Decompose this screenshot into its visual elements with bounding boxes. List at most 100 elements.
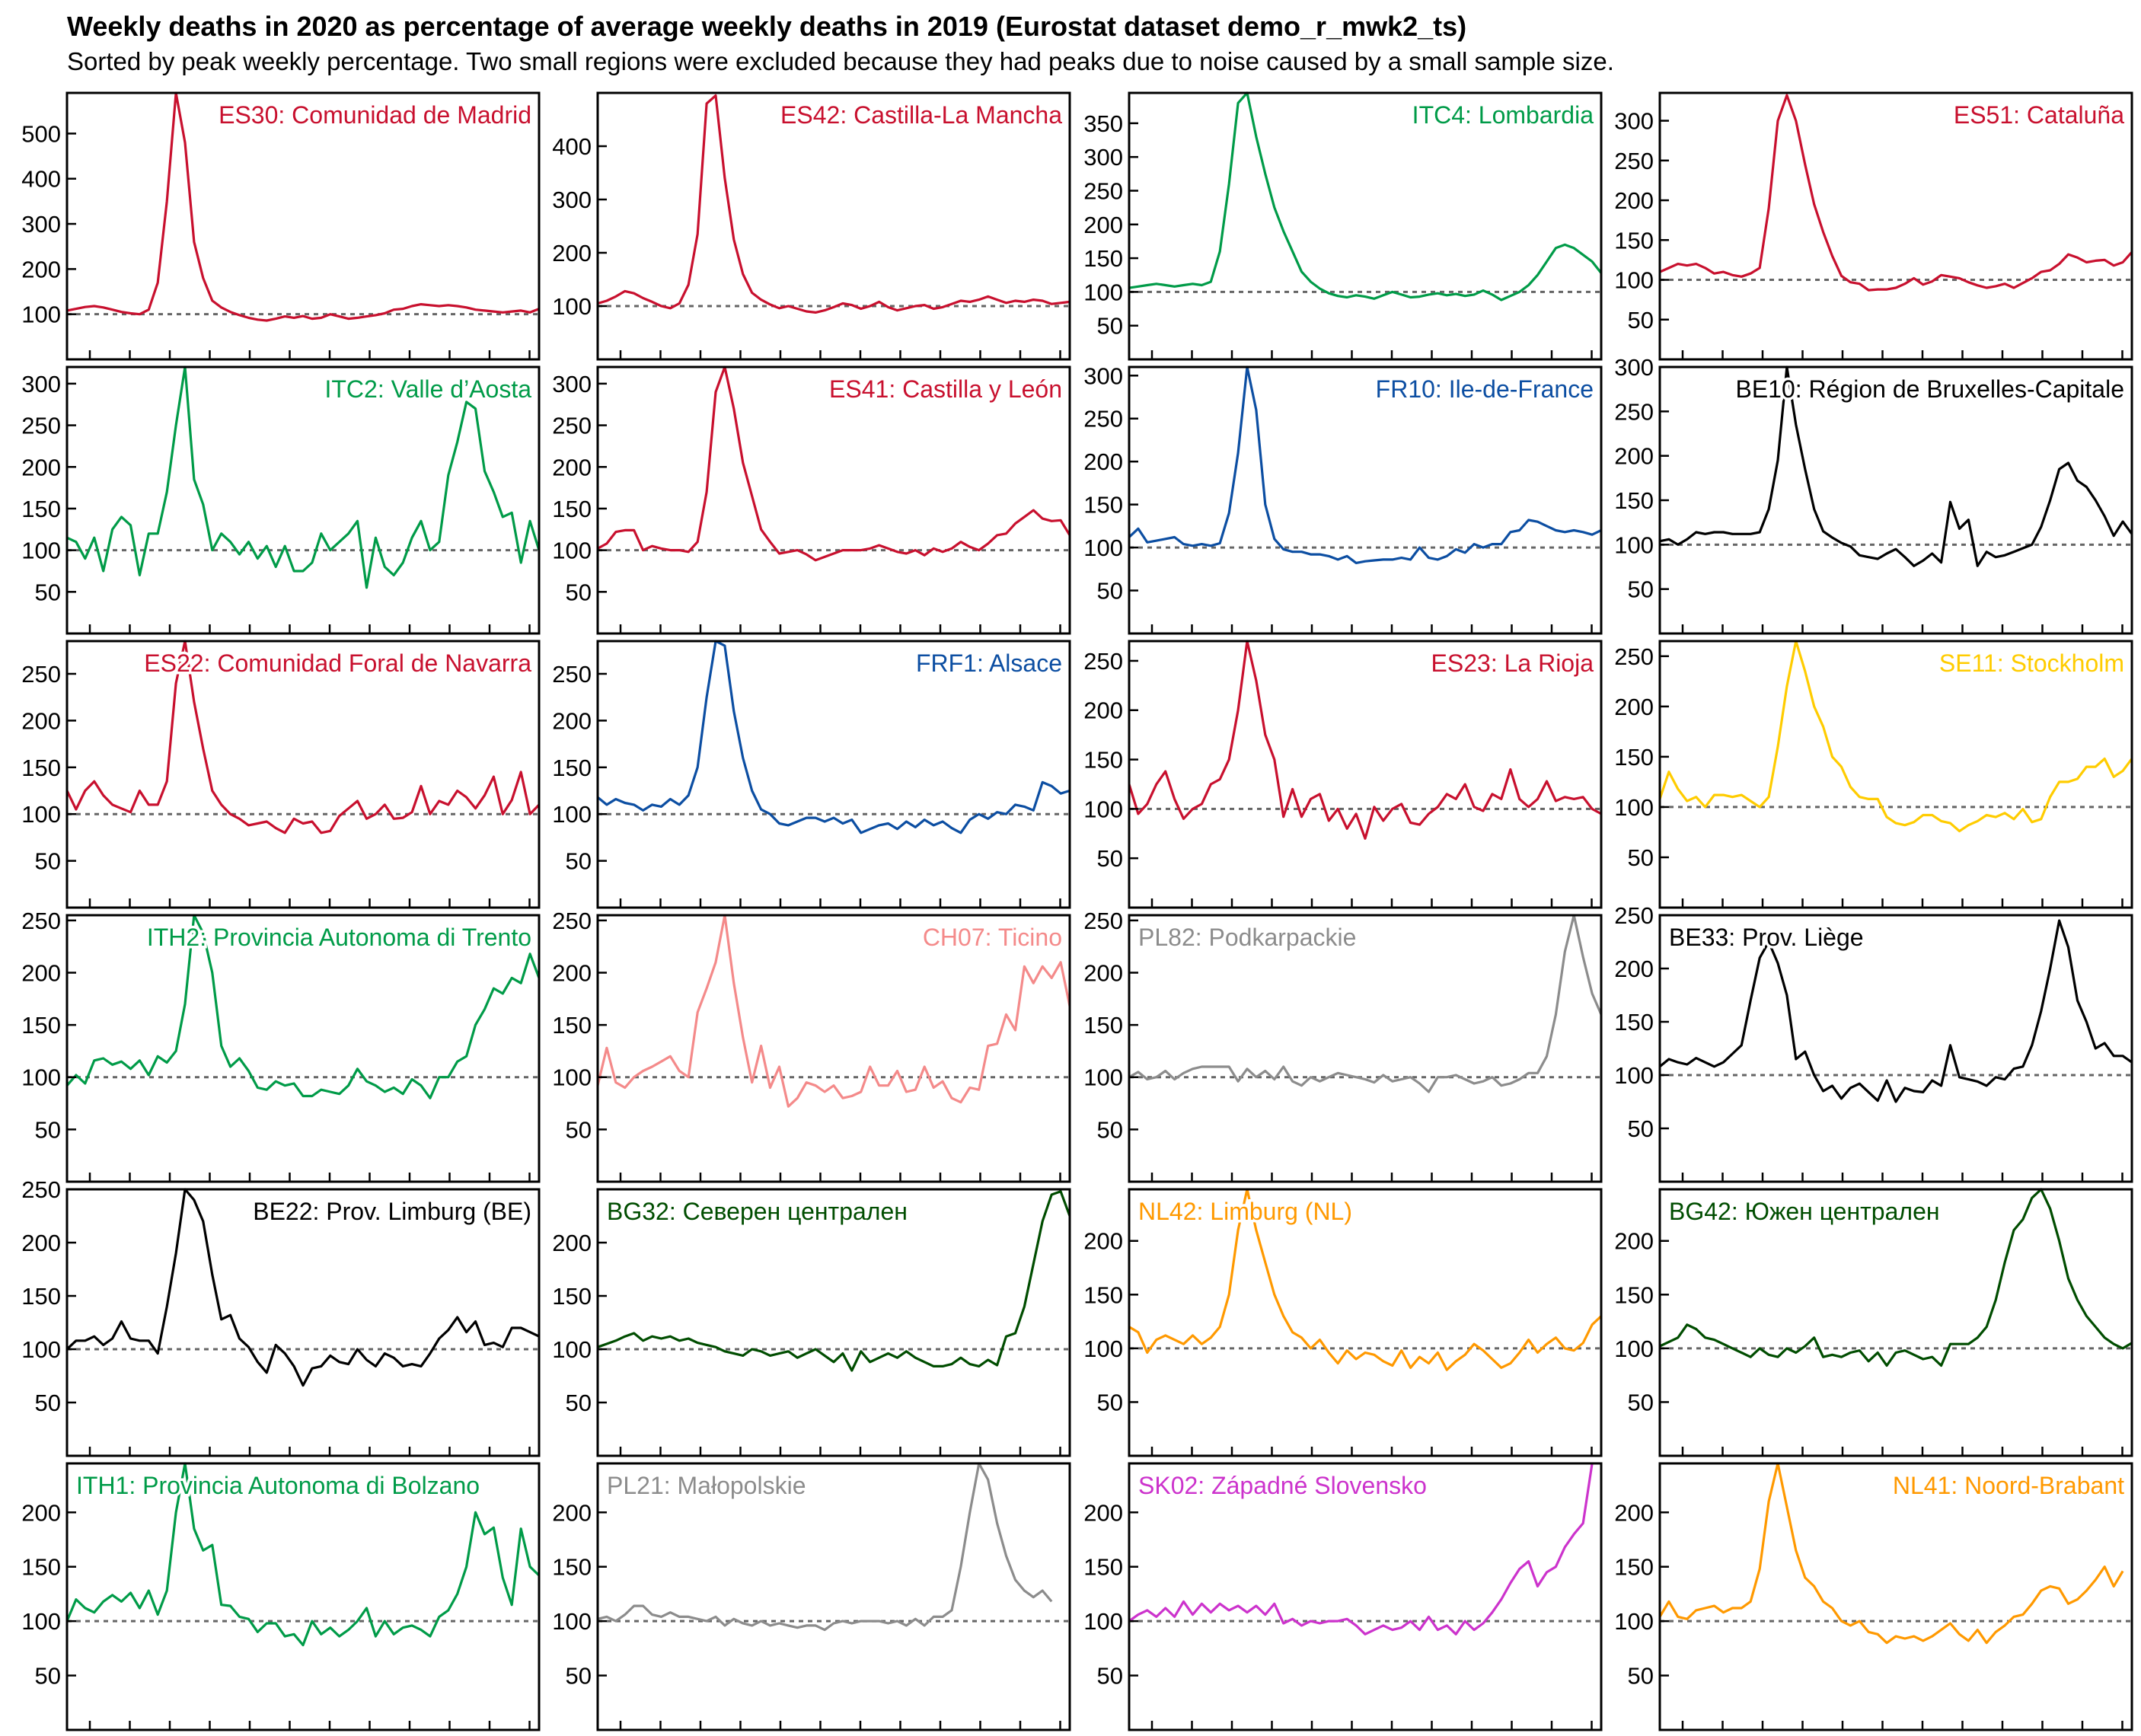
panel-ch07: 50 100 150 200 250 CH07: Ticino	[552, 908, 1071, 1183]
panel-fr10: 50 100 150 200 250 300 FR10: Ile-de-France	[1083, 362, 1603, 635]
y-tick-label: 250	[1614, 643, 1654, 670]
y-tick-label: 50	[1097, 1663, 1123, 1690]
panel-frf1: 50 100 150 200 250 FRF1: Alsace	[552, 640, 1071, 909]
y-tick-label: 350	[1083, 110, 1123, 137]
panel-frame	[1128, 91, 1603, 361]
y-tick-label: 250	[1614, 398, 1654, 425]
series-line	[598, 1190, 1070, 1372]
y-tick-label: 250	[1083, 406, 1123, 432]
y-tick-label: 50	[566, 1663, 592, 1690]
series-line	[1129, 91, 1601, 302]
panel-bg32: 50 100 150 200 BG32: Северен централен	[552, 1188, 1071, 1457]
y-tick-label: 300	[21, 371, 61, 397]
y-tick-label: 100	[552, 1064, 592, 1091]
y-tick-label: 150	[1614, 1281, 1654, 1308]
y-tick-label: 50	[566, 1390, 592, 1416]
y-tick-label: 200	[1614, 1499, 1654, 1526]
y-tick-label: 200	[552, 1230, 592, 1256]
panel-sk02: 50 100 150 200 SK02: Západné Slovensko	[1083, 1462, 1603, 1731]
y-tick-label: 50	[35, 1390, 61, 1416]
y-tick-label: 100	[1083, 1064, 1123, 1091]
panel-frame	[65, 365, 541, 635]
y-tick-label: 200	[21, 707, 61, 734]
y-tick-label: 50	[1097, 1116, 1123, 1143]
y-tick-label: 100	[21, 302, 61, 328]
y-tick-label: 100	[1614, 531, 1654, 558]
panel-label: BE22: Prov. Limburg (BE)	[253, 1198, 531, 1225]
panel-frame	[1128, 1188, 1603, 1457]
panel-label: ES23: La Rioja	[1431, 649, 1594, 677]
y-tick-label: 200	[1083, 1228, 1123, 1255]
y-tick-label: 100	[1083, 796, 1123, 822]
y-tick-label: 150	[1083, 1281, 1123, 1308]
panel-nl41: 50 100 150 200 NL41: Noord-Brabant	[1614, 1462, 2133, 1731]
y-tick-label: 100	[21, 801, 61, 828]
y-tick-label: 250	[1083, 648, 1123, 675]
y-tick-label: 150	[552, 755, 592, 781]
series-line	[67, 1188, 539, 1387]
y-tick-label: 150	[1614, 744, 1654, 771]
y-tick-label: 250	[1614, 902, 1654, 929]
y-tick-label: 150	[1614, 227, 1654, 254]
y-tick-label: 50	[1097, 845, 1123, 872]
series-line	[1660, 94, 2132, 292]
y-tick-label: 250	[21, 1176, 61, 1203]
y-tick-label: 200	[552, 959, 592, 986]
y-tick-label: 200	[21, 454, 61, 480]
y-tick-label: 200	[1614, 187, 1654, 214]
y-tick-label: 200	[552, 707, 592, 734]
panel-ith2: 50 100 150 200 250 ITH2: Provincia Autonoma d…	[21, 908, 541, 1183]
y-tick-label: 300	[1614, 108, 1654, 135]
panel-frame	[1658, 1462, 2133, 1731]
y-tick-label: 150	[552, 496, 592, 522]
y-tick-label: 100	[1614, 1608, 1654, 1635]
y-tick-label: 200	[1614, 956, 1654, 982]
y-tick-label: 250	[1083, 908, 1123, 934]
panel-frame	[596, 1188, 1071, 1457]
y-tick-label: 150	[1614, 1009, 1654, 1036]
panel-es51: 50 100 150 200 250 300 ES51: Cataluña	[1614, 91, 2133, 361]
panel-frame	[1128, 914, 1603, 1183]
y-tick-label: 100	[21, 1064, 61, 1091]
chart-subtitle: Sorted by peak weekly percentage. Two sm…	[67, 47, 1614, 75]
y-tick-label: 200	[1614, 694, 1654, 720]
panel-se11: 50 100 150 200 250 SE11: Stockholm	[1614, 640, 2133, 909]
series-line	[1660, 1462, 2124, 1645]
panel-frame	[65, 1462, 541, 1731]
y-tick-label: 300	[21, 211, 61, 238]
panel-label: BG42: Южен централен	[1669, 1198, 1940, 1225]
panel-frame	[65, 914, 541, 1183]
y-tick-label: 100	[1083, 1608, 1123, 1635]
y-tick-label: 300	[552, 187, 592, 213]
panel-nl42: 50 100 150 200 NL42: Limburg (NL)	[1083, 1188, 1603, 1457]
panel-label: ITC4: Lombardia	[1412, 101, 1594, 129]
y-tick-label: 50	[1097, 313, 1123, 340]
panel-es41: 50 100 150 200 250 300 ES41: Castilla y León	[552, 365, 1071, 635]
panel-itc4: 50 100 150 200 250 300 350 ITC4: Lombardia	[1083, 91, 1603, 361]
y-tick-label: 50	[1628, 1389, 1654, 1415]
panel-label: ES41: Castilla y León	[829, 375, 1062, 403]
y-tick-label: 200	[1083, 212, 1123, 238]
y-tick-label: 100	[552, 1336, 592, 1363]
y-tick-label: 200	[21, 1230, 61, 1256]
y-tick-label: 150	[21, 1554, 61, 1581]
y-tick-label: 100	[552, 801, 592, 828]
y-tick-label: 50	[35, 848, 61, 875]
y-tick-label: 150	[552, 1012, 592, 1039]
series-line	[1129, 365, 1601, 565]
series-line	[598, 365, 1070, 562]
panel-bg42: 50 100 150 200 BG42: Южен централен	[1614, 1188, 2133, 1457]
y-tick-label: 150	[1614, 1554, 1654, 1581]
y-tick-label: 300	[1083, 362, 1123, 389]
y-tick-label: 250	[1083, 177, 1123, 204]
y-tick-label: 100	[1614, 794, 1654, 821]
panel-pl82: 50 100 150 200 250 PL82: Podkarpackie	[1083, 908, 1603, 1183]
panel-label: ITH2: Provincia Autonoma di Trento	[147, 924, 531, 951]
y-tick-label: 200	[1614, 1228, 1654, 1255]
y-tick-label: 50	[1628, 307, 1654, 333]
panel-be22: 50 100 150 200 250 BE22: Prov. Limburg (BE)	[21, 1176, 541, 1457]
panel-es22: 50 100 150 200 250 ES22: Comunidad Foral de N…	[21, 640, 541, 909]
y-tick-label: 50	[1628, 576, 1654, 603]
y-tick-label: 100	[21, 1608, 61, 1635]
